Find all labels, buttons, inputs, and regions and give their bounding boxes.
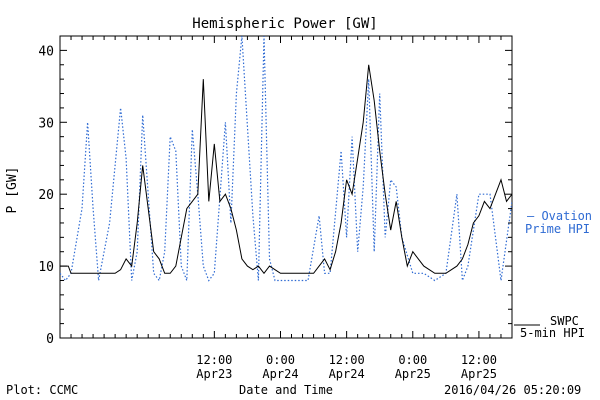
y-tick-label-40: 40	[38, 44, 54, 59]
series-line-ovation	[60, 36, 512, 282]
y-axis-label: P [GW]	[5, 167, 20, 214]
y-tick-label-10: 10	[38, 260, 54, 275]
x-tick-label-date-48: Apr25	[395, 367, 431, 381]
x-axis-label: Date and Time	[239, 383, 333, 397]
legend-swpc-line1: SWPC	[550, 314, 579, 328]
series-line-swpc	[60, 64, 512, 275]
y-tick-label-20: 20	[38, 188, 54, 203]
x-tick-label-time-48: 0:00	[398, 353, 427, 367]
y-tick-label-30: 30	[38, 116, 54, 131]
plot-area	[59, 35, 513, 339]
x-tick-label-date-12: Apr23	[196, 367, 232, 381]
legend-ovation-line1: — Ovation	[527, 209, 592, 223]
y-tick-label-0: 0	[46, 332, 54, 347]
x-tick-label-time-60: 12:00	[461, 353, 497, 367]
plot-frame	[59, 35, 513, 339]
x-tick-label-date-36: Apr24	[329, 367, 365, 381]
series-layer	[60, 36, 512, 282]
legend-swpc-line2: 5-min HPI	[520, 326, 585, 340]
x-tick-label-date-24: Apr24	[262, 367, 298, 381]
x-tick-label-time-12: 12:00	[196, 353, 232, 367]
chart-title: Hemispheric Power [GW]	[192, 16, 377, 32]
x-tick-label-time-24: 0:00	[266, 353, 295, 367]
axis-layer: 01020304012:00Apr230:00Apr2412:00Apr240:…	[38, 35, 513, 381]
x-tick-label-date-60: Apr25	[461, 367, 497, 381]
plot-timestamp: 2016/04/26 05:20:09	[444, 383, 581, 397]
x-tick-label-time-36: 12:00	[329, 353, 365, 367]
plot-credit: Plot: CCMC	[6, 383, 78, 397]
legend-ovation-line2: Prime HPI	[525, 222, 590, 236]
